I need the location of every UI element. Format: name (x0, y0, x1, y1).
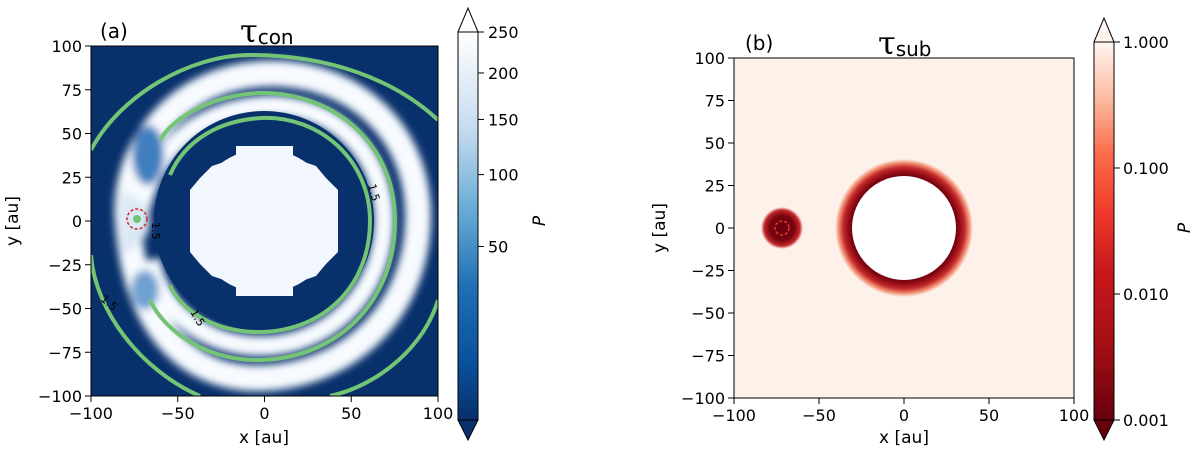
spiral-arm-inner (130, 95, 395, 357)
contour-outer-bottom (91, 254, 201, 396)
cbar-a-body (457, 31, 479, 421)
panel-a-title-main: τ (240, 12, 258, 50)
cbar-a-tick-label: 250 (488, 23, 519, 42)
contour-arm-2 (168, 115, 373, 335)
y-tick-label: −25 (48, 256, 82, 275)
x-tick-label: 100 (423, 404, 454, 423)
cbar-b-label: P (1175, 222, 1195, 233)
y-tick-label: 50 (705, 134, 725, 153)
blue-lobe-upper (132, 125, 164, 185)
panel-a-ticks: −100 −50 0 50 100 100 75 50 25 0 −25 −50 −75 −100 (38, 37, 453, 423)
cbar-b-tick-label: 0.010 (1123, 285, 1169, 304)
x-tick-label: 0 (259, 404, 269, 423)
cbar-a-tick-label: 50 (488, 237, 508, 256)
y-tick-label: 75 (62, 81, 82, 100)
planet-dot-a (133, 215, 141, 223)
planet-region (120, 190, 150, 255)
panel-b-colorbar: 1.000 0.100 0.010 0.001 P (1093, 16, 1195, 442)
central-hole (852, 176, 956, 280)
x-tick-label: −50 (161, 404, 195, 423)
cbar-b-tick-label: 0.001 (1123, 411, 1169, 430)
planet-blob-b (761, 207, 803, 249)
cbar-a-label: P (530, 215, 550, 226)
y-tick-label: −100 (681, 389, 725, 408)
panel-a-label: (a) (100, 19, 128, 43)
contour-label-4: 1.5 (149, 222, 162, 240)
y-tick-label: 0 (715, 219, 725, 238)
y-tick-label: 100 (694, 49, 725, 68)
panel-b-ticks: −100 −50 0 50 100 100 75 50 25 0 −25 −50 −75 −100 (681, 49, 1089, 425)
panel-b-title: τsub (878, 24, 932, 62)
panel-a-ylabel: y [au] (3, 196, 23, 246)
contours-1p5 (91, 52, 438, 396)
contour-arm-1 (148, 90, 398, 363)
x-tick-label: −50 (802, 406, 836, 425)
panel-b-label: (b) (745, 31, 773, 55)
panel-b-xlabel: x [au] (879, 428, 929, 448)
cbar-b-ticks: 1.000 0.100 0.010 0.001 (1114, 33, 1169, 430)
panel-b: −100 −50 0 50 100 100 75 50 25 0 −25 −50 −75 −100 (b)… (650, 16, 1195, 448)
y-tick-label: −25 (691, 262, 725, 281)
cbar-b-tick-label: 0.100 (1123, 159, 1169, 178)
panel-a: 1.5 1.5 1.5 1.5 −100 −50 0 50 1001007550250−… (3, 6, 550, 448)
spiral-arm-outer (114, 60, 432, 392)
inner-gap (154, 111, 374, 331)
x-tick-label: 0 (899, 406, 909, 425)
panel-a-heatmap: 1.5 1.5 1.5 1.5 (91, 46, 438, 396)
y-tick-label: 75 (705, 92, 725, 111)
cbar-b-extend-top (1093, 16, 1115, 43)
x-tick-label: −100 (712, 406, 756, 425)
y-tick-label: −50 (691, 304, 725, 323)
x-tick-label: −100 (69, 404, 113, 423)
panel-a-title-sub: con (258, 25, 294, 49)
planet-circle-a (126, 208, 148, 230)
x-tick-label: 50 (979, 406, 999, 425)
planet-circle-b (774, 220, 790, 236)
cbar-a-extend-top (457, 6, 479, 33)
x-tick-label: 100 (1059, 406, 1090, 425)
contour-outer-top (91, 52, 438, 151)
cbar-a-ticks: 250 200 150 100 50 (478, 23, 519, 256)
y-tick-label: 0 (72, 212, 82, 231)
cbar-a-tick-label: 200 (488, 64, 519, 83)
cbar-b-body (1093, 41, 1115, 421)
panel-a-title: τcon (240, 12, 294, 50)
cbar-a-extend-bottom (457, 419, 479, 442)
y-tick-label: 50 (62, 125, 82, 144)
panel-b-title-main: τ (878, 24, 896, 62)
cbar-b-tick-label: 1.000 (1123, 33, 1169, 52)
panel-a-colorbar: 250 200 150 100 50 P (457, 6, 550, 442)
x-tick-label: 50 (341, 404, 361, 423)
y-tick-label: −100 (38, 387, 82, 406)
cbar-a-tick-label: 100 (488, 166, 519, 185)
y-tick-label: 25 (62, 168, 82, 187)
cbar-b-extend-bottom (1093, 419, 1115, 442)
panel-b-heatmap (734, 58, 1074, 398)
contour-outer-right (329, 299, 438, 396)
y-tick-label: 25 (705, 177, 725, 196)
panel-b-title-sub: sub (896, 37, 932, 61)
cbar-a-tick-label: 150 (488, 110, 519, 129)
contour-label-1: 1.5 (365, 182, 382, 202)
panel-a-xlabel: x [au] (239, 428, 289, 448)
blue-lobe-lower (131, 270, 159, 310)
y-tick-label: −50 (48, 300, 82, 319)
y-tick-label: 100 (51, 37, 82, 56)
y-tick-label: −75 (691, 347, 725, 366)
panel-b-ylabel: y [au] (650, 203, 670, 253)
y-tick-label: −75 (48, 343, 82, 362)
inner-disk-circle (192, 149, 336, 293)
